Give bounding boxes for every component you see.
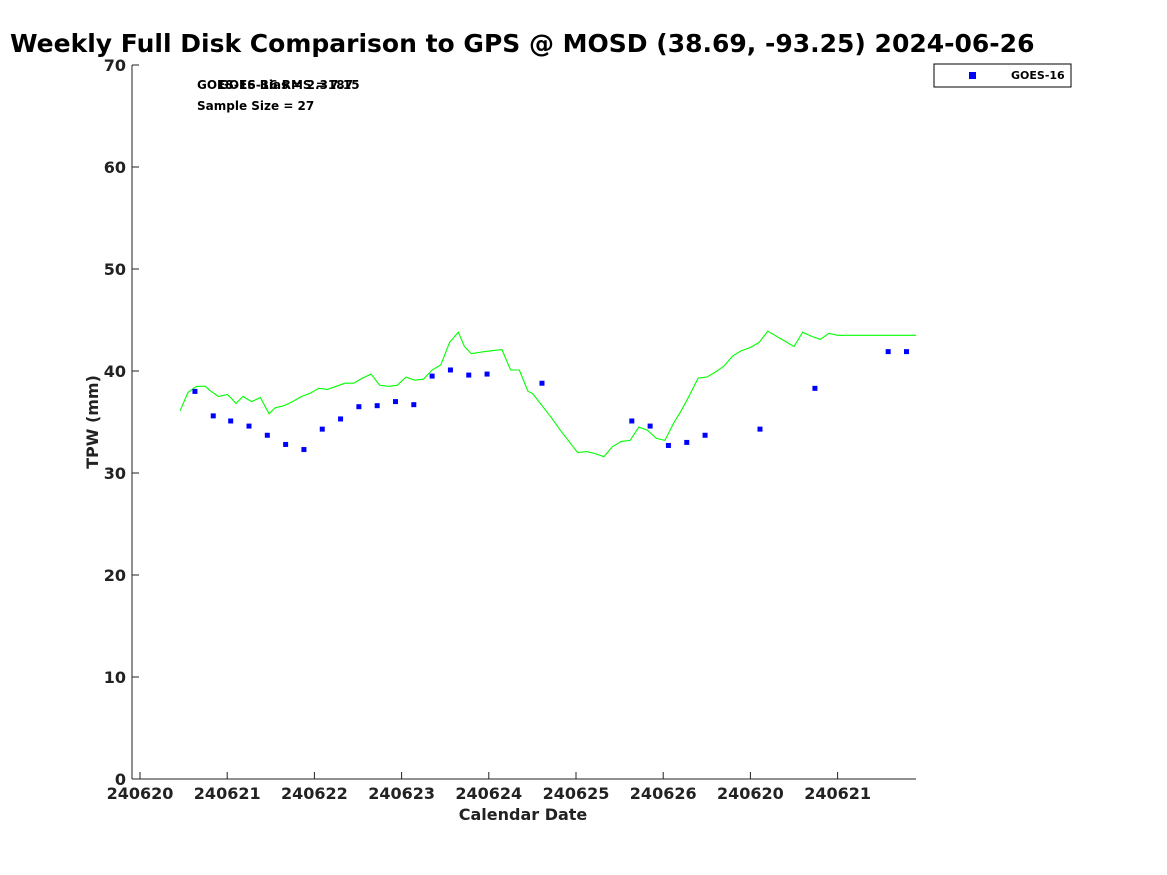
y-tick-label: 60 <box>104 158 126 177</box>
goes16-point <box>356 404 362 410</box>
goes16-point <box>283 441 289 447</box>
goes16-point <box>228 418 234 424</box>
x-tick-label: 240620 <box>717 784 784 803</box>
stats-annotation-bias: GOES-16 Bias = 2.3187 <box>197 78 353 92</box>
goes16-point <box>301 447 307 453</box>
legend-marker <box>969 72 976 79</box>
goes16-point <box>466 372 472 378</box>
goes16-point <box>629 418 635 424</box>
y-tick-label: 20 <box>104 566 126 585</box>
legend-frame <box>933 63 1072 88</box>
chart-title: Weekly Full Disk Comparison to GPS @ MOS… <box>10 29 1034 58</box>
y-tick-label: 10 <box>104 668 126 687</box>
goes16-point <box>665 442 671 448</box>
goes16-point <box>374 403 380 409</box>
x-tick-label: 240626 <box>630 784 697 803</box>
goes16-point <box>411 402 417 408</box>
y-axis-label: TPW (mm) <box>83 375 102 469</box>
x-tick-label: 240620 <box>107 784 174 803</box>
goes16-point <box>539 380 545 386</box>
goes16-point <box>757 426 763 432</box>
y-tick-label: 30 <box>104 464 126 483</box>
goes16-point <box>647 423 653 429</box>
series-layer <box>179 330 917 458</box>
x-axis-label: Calendar Date <box>459 805 588 824</box>
goes16-point <box>319 426 325 432</box>
goes16-point <box>903 349 909 355</box>
goes16-point <box>447 367 453 373</box>
y-tick-label: 50 <box>104 260 126 279</box>
sample-size-annotation: Sample Size = 27 <box>197 99 314 113</box>
goes16-point <box>192 388 198 394</box>
plot-area: 0 10 20 30 40 50 60 70 240620 240621 240622 240623… <box>104 56 917 803</box>
stats-annotation-rms: GOES-16 RMS = 7.15 <box>219 78 360 92</box>
x-tick-label: 240622 <box>281 784 348 803</box>
goes16-point <box>210 413 216 419</box>
x-tick-label: 240624 <box>455 784 522 803</box>
gps-tpw-line <box>179 330 917 458</box>
goes16-point <box>246 423 252 429</box>
goes16-point <box>885 349 891 355</box>
goes16-point <box>702 432 708 438</box>
goes16-point <box>429 373 435 379</box>
goes16-point <box>684 439 690 445</box>
x-tick-label: 240623 <box>368 784 435 803</box>
y-tick-label: 0 <box>115 770 126 789</box>
goes16-point <box>264 432 270 438</box>
y-tick-label: 70 <box>104 56 126 75</box>
goes16-point <box>338 416 344 422</box>
x-tick-label: 240621 <box>804 784 871 803</box>
legend-box: GOES-16 <box>933 63 1072 88</box>
goes16-point <box>812 385 818 391</box>
y-ticks: 0 10 20 30 40 50 60 70 <box>104 56 139 789</box>
goes16-point <box>484 371 490 377</box>
legend-label: GOES-16 <box>1011 69 1065 82</box>
x-tick-label: 240625 <box>543 784 610 803</box>
goes16-point <box>392 399 398 405</box>
x-tick-label: 240621 <box>194 784 261 803</box>
x-ticks: 240620 240621 240622 240623 240624 240625 2406… <box>107 772 871 803</box>
y-tick-label: 40 <box>104 362 126 381</box>
